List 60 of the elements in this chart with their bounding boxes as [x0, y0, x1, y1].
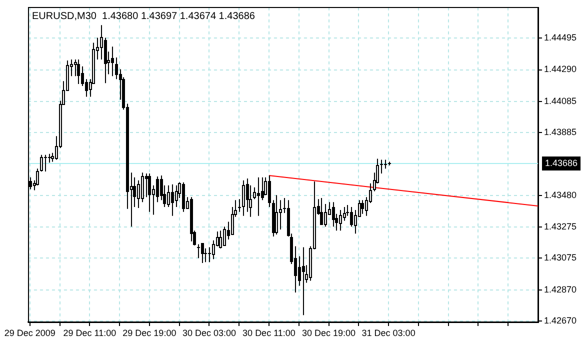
x-tick-label: 30 Dec 11:00: [242, 328, 296, 338]
candlestick: [253, 186, 256, 200]
candlestick: [339, 210, 342, 232]
y-tick-label: 1.42670: [544, 316, 577, 326]
candlestick: [223, 226, 226, 246]
candlestick: [384, 159, 388, 170]
y-tick-label: 1.43885: [544, 127, 577, 138]
candlestick: [104, 37, 107, 84]
candlestick: [77, 59, 80, 85]
candlestick: [343, 206, 346, 222]
candlestick: [141, 172, 144, 203]
candlestick: [201, 242, 204, 264]
y-tick-label: 1.42870: [544, 284, 577, 295]
candlestick: [182, 182, 185, 212]
candlestick: [324, 203, 327, 228]
candlestick: [167, 184, 170, 208]
x-tick-label: 31 Dec 03:00: [362, 328, 416, 338]
candlestick: [44, 154, 48, 172]
candlestick: [148, 173, 151, 212]
candlestick: [40, 154, 43, 172]
x-tick-label: 29 Dec 19:00: [122, 328, 176, 338]
ref-line-label: 1.43686: [545, 158, 578, 168]
candlestick: [275, 194, 278, 236]
candlestick: [196, 244, 200, 259]
y-tick-label: 1.43075: [544, 252, 577, 263]
candlestick: [208, 246, 212, 263]
y-tick-label: 1.44290: [544, 64, 577, 74]
candlestick: [156, 176, 159, 203]
x-tick-label: 30 Dec 03:00: [182, 328, 236, 338]
candlestick: [115, 57, 118, 80]
candlestick: [219, 230, 222, 249]
candlestick: [261, 176, 264, 201]
candlestick: [137, 180, 140, 208]
candlestick: [171, 184, 174, 216]
chart-title: EURUSD,M30 1.43680 1.43697 1.43674 1.43686: [32, 11, 256, 22]
candlestick: [175, 184, 178, 208]
candlestick: [111, 46, 114, 77]
candlestick: [268, 175, 271, 208]
candlestick: [302, 246, 305, 316]
candlestick: [100, 24, 103, 60]
candlestick: [350, 206, 353, 228]
candlestick: [380, 159, 384, 174]
candlestick: [81, 66, 84, 87]
x-tick-label: 29 Dec 11:00: [63, 328, 116, 338]
x-tick-label: 30 Dec 19:00: [302, 328, 356, 338]
candlestick: [242, 180, 245, 216]
y-tick-label: 1.44085: [544, 96, 577, 106]
x-tick-label: 29 Dec 2009: [4, 328, 56, 338]
candlestick: [212, 240, 215, 260]
y-tick-label: 1.43275: [544, 222, 577, 232]
y-tick-label: 1.43480: [544, 190, 577, 200]
candlestick: [238, 198, 242, 212]
y-tick-label: 1.44495: [544, 32, 577, 42]
candlestick: [257, 176, 260, 216]
candlestick: [145, 173, 148, 198]
candlestick: [320, 198, 323, 226]
candlestick: [332, 202, 335, 228]
candlestick: [361, 200, 364, 214]
candlestick: [279, 200, 282, 230]
candlestick: [298, 256, 301, 286]
